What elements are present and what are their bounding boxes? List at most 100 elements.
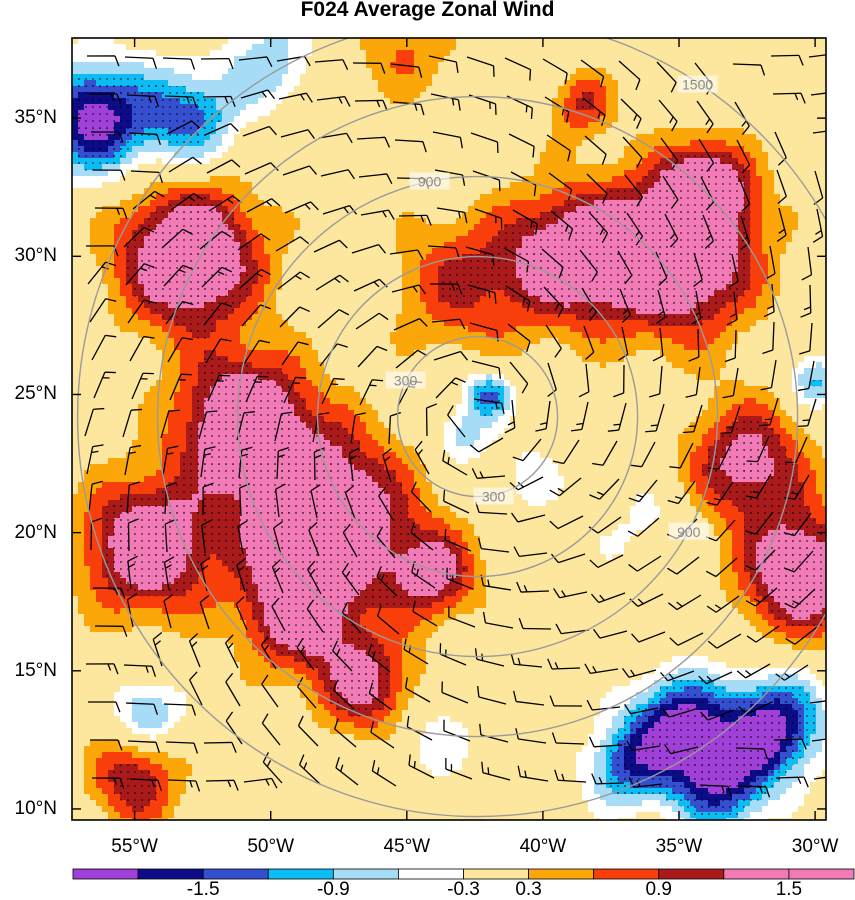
field-cell — [372, 230, 379, 237]
field-cell — [264, 224, 271, 231]
field-cell — [498, 176, 505, 183]
field-cell — [774, 170, 781, 177]
field-cell — [492, 92, 499, 99]
field-cell — [546, 158, 553, 165]
field-cell — [354, 170, 361, 177]
field-cell — [360, 104, 367, 111]
field-cell — [456, 194, 463, 201]
field-cell — [354, 236, 361, 243]
field-cell — [174, 188, 181, 195]
field-cell — [810, 218, 817, 225]
field-cell — [264, 152, 271, 159]
field-cell — [810, 260, 817, 267]
field-cell — [654, 158, 661, 165]
field-cell — [792, 194, 799, 201]
field-cell — [300, 224, 307, 231]
field-cell — [492, 212, 499, 219]
field-cell — [492, 116, 499, 123]
field-cell — [546, 86, 553, 93]
field-cell — [426, 254, 433, 261]
field-cell — [414, 242, 421, 249]
field-cell — [390, 236, 397, 243]
field-cell — [702, 62, 709, 69]
field-cell — [798, 152, 805, 159]
field-cell — [552, 74, 559, 81]
field-cell — [756, 50, 763, 57]
field-cell — [750, 212, 757, 219]
field-cell — [744, 134, 751, 141]
field-cell — [408, 86, 415, 93]
field-cell — [144, 200, 151, 207]
field-cell — [540, 176, 547, 183]
field-cell — [258, 230, 265, 237]
field-cell — [282, 194, 289, 201]
field-cell — [90, 194, 97, 201]
field-cell — [768, 98, 775, 105]
field-cell — [624, 92, 631, 99]
field-cell — [108, 206, 115, 213]
field-cell — [312, 266, 319, 273]
field-cell — [570, 68, 577, 75]
field-cell — [486, 62, 493, 69]
field-cell — [270, 266, 277, 273]
field-cell — [312, 146, 319, 153]
field-cell — [324, 248, 331, 255]
field-cell — [636, 38, 643, 45]
field-cell — [744, 104, 751, 111]
field-cell — [300, 80, 307, 87]
field-cell — [210, 176, 217, 183]
field-cell — [648, 92, 655, 99]
field-cell — [222, 80, 229, 87]
field-cell — [204, 74, 211, 81]
field-cell — [294, 38, 301, 45]
field-cell — [774, 74, 781, 81]
field-cell — [240, 224, 247, 231]
field-cell — [336, 128, 343, 135]
field-cell — [354, 56, 361, 63]
field-cell — [234, 86, 241, 93]
field-cell — [486, 224, 493, 231]
field-cell — [120, 242, 127, 249]
field-cell — [594, 170, 601, 177]
field-cell — [390, 200, 397, 207]
field-cell — [822, 242, 826, 249]
field-cell — [792, 188, 799, 195]
field-cell — [252, 44, 259, 51]
field-cell — [294, 122, 301, 129]
field-cell — [462, 206, 469, 213]
field-cell — [528, 92, 535, 99]
field-cell — [576, 122, 583, 129]
field-cell — [408, 104, 415, 111]
field-cell — [750, 158, 757, 165]
field-cell — [522, 206, 529, 213]
field-cell — [312, 206, 319, 213]
field-cell — [468, 200, 475, 207]
field-cell — [222, 158, 229, 165]
field-cell — [564, 158, 571, 165]
field-cell — [750, 80, 757, 87]
field-cell — [282, 86, 289, 93]
field-cell — [762, 194, 769, 201]
field-cell — [756, 44, 763, 51]
field-cell — [132, 62, 139, 69]
field-cell — [672, 56, 679, 63]
field-cell — [822, 224, 826, 231]
field-cell — [294, 62, 301, 69]
field-cell — [432, 254, 439, 261]
field-cell — [714, 92, 721, 99]
field-cell — [594, 182, 601, 189]
field-cell — [408, 242, 415, 249]
field-cell — [216, 104, 223, 111]
field-cell — [774, 254, 781, 261]
field-cell — [276, 116, 283, 123]
field-cell — [750, 218, 757, 225]
field-cell — [522, 188, 529, 195]
field-cell — [396, 158, 403, 165]
field-cell — [450, 152, 457, 159]
field-cell — [780, 92, 787, 99]
field-cell — [132, 152, 139, 159]
field-cell — [474, 128, 481, 135]
field-cell — [510, 86, 517, 93]
field-cell — [660, 110, 667, 117]
field-cell — [312, 68, 319, 75]
